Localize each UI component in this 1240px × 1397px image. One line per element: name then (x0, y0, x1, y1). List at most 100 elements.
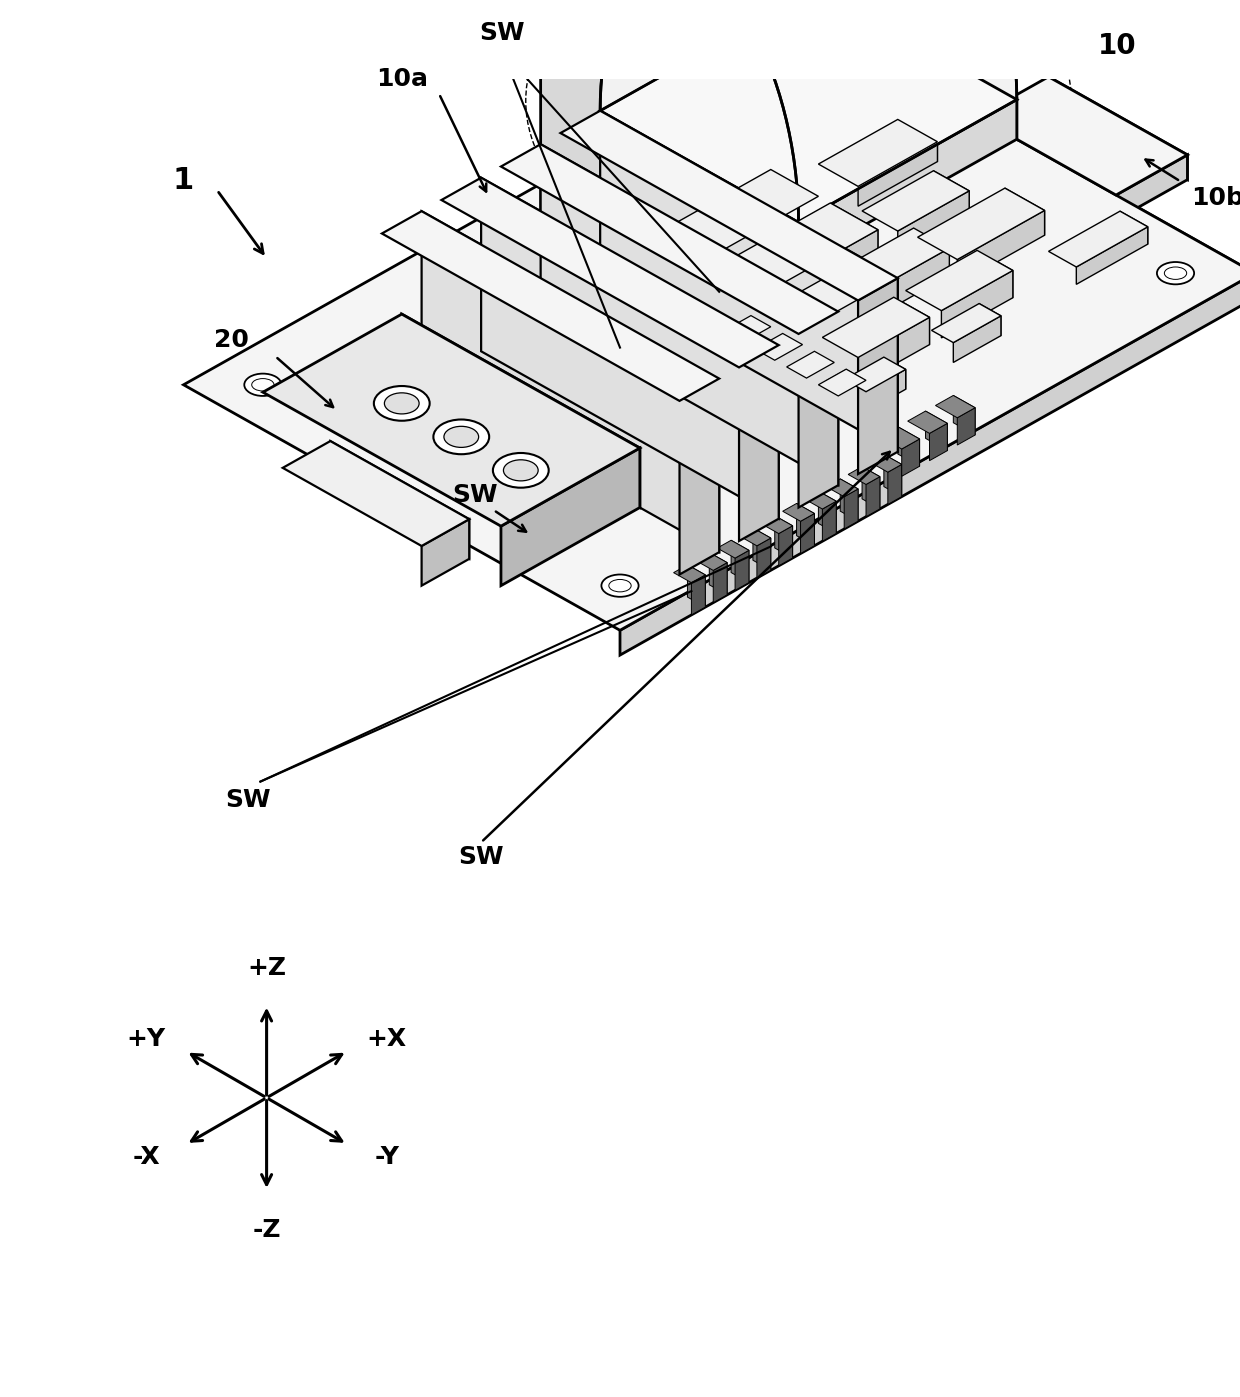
Polygon shape (771, 268, 878, 328)
Polygon shape (761, 515, 792, 534)
Polygon shape (842, 379, 862, 407)
Ellipse shape (800, 61, 837, 84)
Polygon shape (888, 464, 901, 504)
Polygon shape (652, 169, 818, 263)
Polygon shape (743, 327, 771, 365)
Polygon shape (934, 170, 970, 211)
Polygon shape (854, 228, 950, 282)
Text: SW: SW (453, 483, 497, 507)
Polygon shape (858, 317, 930, 384)
Polygon shape (880, 426, 920, 448)
Polygon shape (866, 476, 880, 517)
Polygon shape (713, 563, 727, 602)
Polygon shape (954, 395, 975, 434)
Polygon shape (712, 203, 878, 296)
Polygon shape (905, 250, 1013, 310)
Polygon shape (862, 170, 970, 231)
Ellipse shape (1164, 267, 1187, 279)
Polygon shape (799, 99, 1017, 263)
Polygon shape (930, 423, 947, 461)
Ellipse shape (492, 453, 548, 488)
Polygon shape (925, 411, 947, 451)
Polygon shape (709, 553, 727, 595)
Polygon shape (541, 0, 719, 339)
Polygon shape (957, 211, 1044, 285)
Polygon shape (263, 314, 640, 527)
Ellipse shape (807, 66, 830, 78)
Polygon shape (848, 467, 880, 485)
Polygon shape (1076, 226, 1148, 285)
Ellipse shape (252, 379, 274, 391)
Polygon shape (786, 351, 835, 379)
Polygon shape (441, 177, 779, 367)
Polygon shape (841, 479, 858, 521)
Polygon shape (801, 514, 815, 553)
Polygon shape (422, 0, 719, 67)
Polygon shape (673, 564, 706, 583)
Ellipse shape (1157, 263, 1194, 285)
Polygon shape (755, 334, 802, 360)
Polygon shape (866, 369, 905, 412)
Polygon shape (775, 345, 802, 383)
Polygon shape (870, 454, 901, 472)
Polygon shape (980, 303, 1001, 335)
Polygon shape (796, 503, 815, 546)
Polygon shape (846, 369, 866, 402)
Polygon shape (1049, 77, 1188, 180)
Text: 1: 1 (172, 166, 195, 194)
Polygon shape (901, 439, 920, 476)
Polygon shape (422, 520, 469, 585)
Polygon shape (890, 249, 950, 309)
Polygon shape (815, 351, 835, 384)
Polygon shape (756, 538, 771, 578)
Ellipse shape (609, 580, 631, 592)
Polygon shape (842, 268, 878, 316)
Text: +Z: +Z (247, 956, 286, 979)
Polygon shape (931, 303, 1001, 342)
Polygon shape (858, 278, 898, 474)
Polygon shape (717, 541, 749, 559)
Polygon shape (620, 274, 1240, 655)
Polygon shape (914, 228, 950, 275)
Ellipse shape (244, 373, 281, 395)
Polygon shape (957, 408, 975, 446)
Polygon shape (600, 0, 719, 240)
Ellipse shape (374, 386, 429, 420)
Polygon shape (799, 312, 838, 507)
Polygon shape (818, 492, 836, 534)
Text: 10: 10 (1097, 32, 1137, 60)
Polygon shape (541, 144, 838, 485)
Polygon shape (818, 28, 1240, 298)
Polygon shape (844, 489, 858, 529)
Polygon shape (771, 169, 818, 229)
Polygon shape (782, 334, 802, 367)
Polygon shape (283, 441, 469, 546)
Text: -X: -X (133, 1144, 160, 1169)
Polygon shape (822, 298, 930, 358)
Polygon shape (818, 0, 1017, 140)
Polygon shape (739, 528, 771, 546)
Ellipse shape (384, 393, 419, 414)
Text: -Y: -Y (374, 1144, 399, 1169)
Polygon shape (696, 553, 727, 570)
Text: SW: SW (480, 21, 525, 45)
Polygon shape (858, 141, 937, 207)
Text: SW: SW (226, 788, 270, 812)
Text: 10b: 10b (1192, 186, 1240, 210)
Text: -Z: -Z (253, 1218, 280, 1242)
Polygon shape (818, 119, 937, 186)
Polygon shape (481, 177, 779, 518)
Polygon shape (806, 288, 878, 356)
Polygon shape (826, 479, 858, 497)
Ellipse shape (601, 574, 639, 597)
Polygon shape (600, 0, 1017, 222)
Polygon shape (330, 441, 469, 559)
Polygon shape (822, 502, 836, 541)
Polygon shape (805, 492, 836, 509)
Polygon shape (846, 370, 862, 395)
Polygon shape (775, 515, 792, 557)
Polygon shape (501, 144, 838, 334)
Polygon shape (699, 197, 818, 296)
Polygon shape (600, 0, 1017, 222)
Polygon shape (732, 541, 749, 583)
